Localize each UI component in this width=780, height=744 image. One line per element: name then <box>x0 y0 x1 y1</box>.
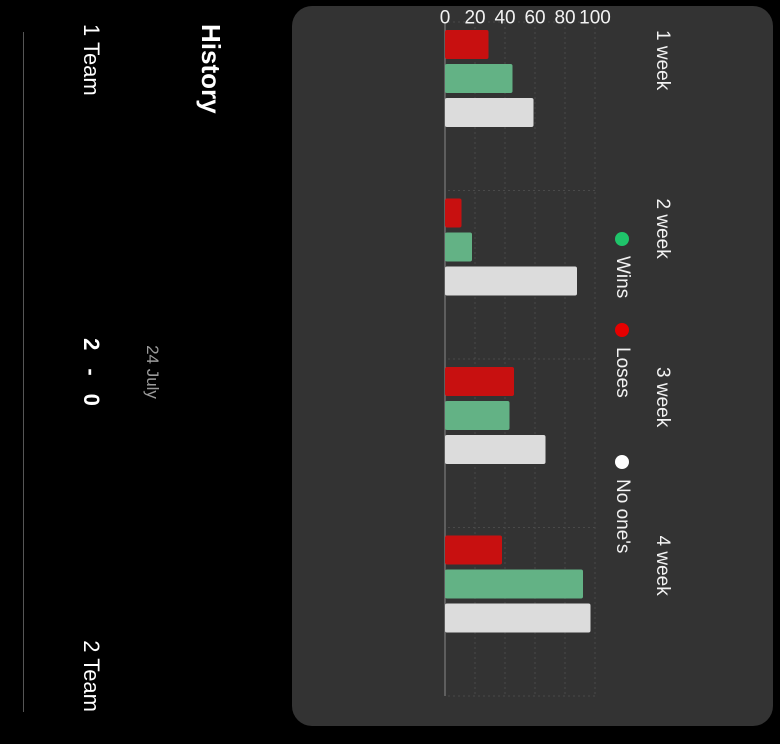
score-separator: - <box>79 368 104 376</box>
y-tick-label: 80 <box>554 8 575 29</box>
x-category-label: 4 week <box>652 536 673 597</box>
y-tick-label: 100 <box>579 8 611 29</box>
match-score: 2 - 0 <box>78 0 104 744</box>
bar-wins-1 <box>445 64 513 93</box>
y-tick-label: 20 <box>464 8 485 29</box>
legend-item-loses[interactable]: Loses <box>611 323 633 398</box>
legend-dot-wins <box>615 232 629 246</box>
y-tick-label: 40 <box>494 8 515 29</box>
match-date: 24 July <box>143 345 162 399</box>
x-category-label: 3 week <box>652 367 673 428</box>
bar-wins-3 <box>445 401 510 430</box>
legend-dot-loses <box>615 323 629 337</box>
y-tick-label: 0 <box>440 8 451 29</box>
bar-no-one-s-3 <box>445 435 546 464</box>
bar-wins-4 <box>445 569 583 599</box>
legend-label-no-ones: No one's <box>612 479 633 554</box>
y-tick-label: 60 <box>524 8 545 29</box>
bar-loses-4 <box>445 535 502 565</box>
bar-no-one-s-2 <box>445 266 577 296</box>
legend-label-wins: Wins <box>612 256 633 299</box>
legend-item-wins[interactable]: Wins <box>611 232 633 298</box>
history-divider <box>23 32 24 712</box>
bar-loses-2 <box>445 198 462 228</box>
x-category-label: 2 week <box>652 199 673 260</box>
x-category-label: 1 week <box>652 30 673 91</box>
history-title: History <box>196 24 226 114</box>
team-two-name: 2 Team <box>79 640 104 712</box>
legend-item-no-ones[interactable]: No one's <box>611 455 633 553</box>
legend-dot-no-ones <box>615 455 629 469</box>
score-team-two: 0 <box>79 393 104 406</box>
bar-loses-1 <box>445 30 489 59</box>
legend-label-loses: Loses <box>612 347 633 398</box>
bar-no-one-s-4 <box>445 603 591 633</box>
bar-chart: 0 20 40 60 80 100 1 week 2 week 3 week 4 week <box>440 8 673 697</box>
bar-loses-3 <box>445 367 514 396</box>
chart-card: 0 20 40 60 80 100 1 week 2 week 3 week 4 week Win… <box>292 6 773 726</box>
chart-legend: Wins Loses No one's <box>611 6 633 726</box>
score-team-one: 2 <box>79 338 104 351</box>
bar-no-one-s-1 <box>445 98 534 127</box>
bar-wins-2 <box>445 232 472 262</box>
